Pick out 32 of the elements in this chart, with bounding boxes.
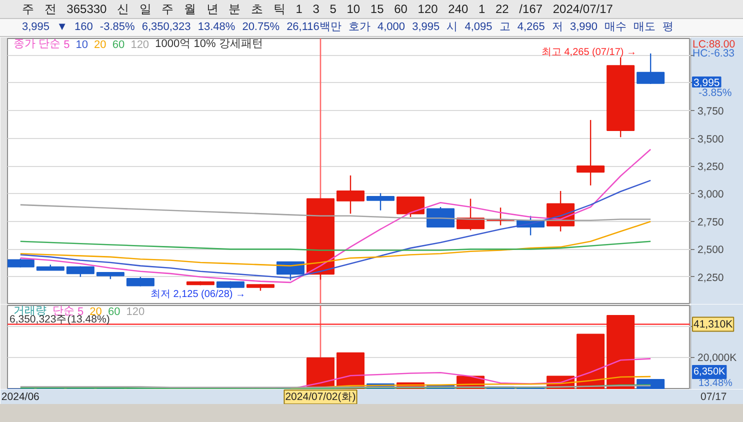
text: 60	[108, 306, 120, 318]
legend-title: 종가 단순	[14, 38, 61, 50]
text: 07/17	[700, 391, 727, 403]
text: 120	[130, 39, 150, 51]
text: 60	[112, 39, 125, 51]
x-tick-label: 2024/06	[1, 391, 40, 403]
chart-title: 거래량	[14, 305, 46, 317]
text: HC:-6.33	[692, 48, 735, 60]
text: 120	[126, 306, 145, 318]
y-tick-label: 2,500	[698, 244, 724, 256]
annotation: 최고 4,265 (07/17) →	[541, 47, 637, 58]
text: -3.85%	[698, 87, 732, 99]
y-tick-label: 2,250	[698, 272, 724, 284]
annotation: 최저 2,125 (06/28) →	[150, 289, 246, 300]
y-tick-label: 3,000	[698, 188, 724, 201]
y-tick-label: 3,750	[698, 106, 724, 118]
y-tick-label: 3,250	[698, 161, 724, 174]
y-tick-label: 2,750	[698, 216, 724, 228]
annotation: 1000억 10% 강세패턴	[155, 38, 263, 50]
chart-subtitle: 3,995 ▼ 160 -3.85% 6,350,323 13.48% 20.75% 26,116백만 호가 4,000 3,995 시 4,095 고 4,265 저 3,990 매수 매도 평	[0, 19, 743, 37]
text: 5	[64, 39, 70, 51]
x-tick-label: 2024/07/02(화)	[285, 391, 356, 403]
text: LC:88.00	[692, 38, 736, 50]
text: 6,350K	[694, 366, 726, 378]
text: 10	[76, 39, 88, 51]
text: 20	[94, 39, 106, 51]
text: 41,310K	[694, 318, 733, 330]
text: 13.48%	[698, 378, 733, 389]
text: 3,995	[694, 77, 720, 89]
y-tick-label: 3,500	[698, 133, 724, 146]
y-tick-label: 20,000K	[698, 352, 737, 364]
chart-title: 주 전 365330 신 일 주 월 년 분 초 틱 1 3 5 10 15 60 120 240 1 22 /167 2024/07/17	[0, 0, 743, 19]
